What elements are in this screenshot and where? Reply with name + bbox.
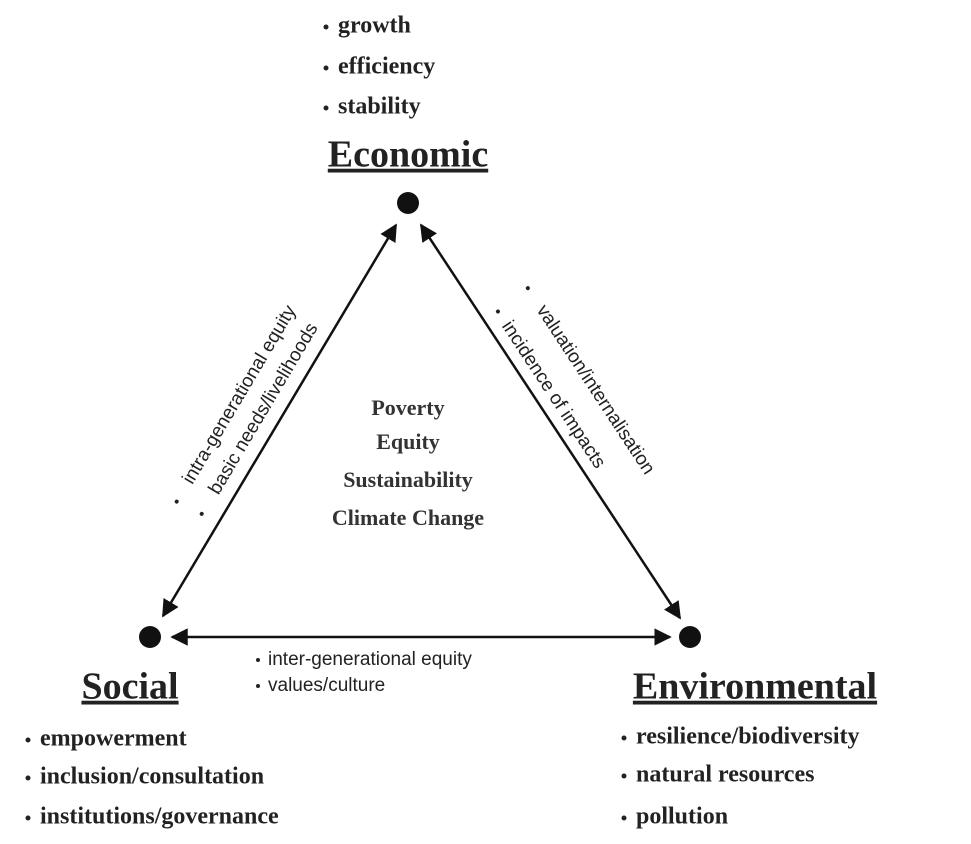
bullet [621, 773, 627, 779]
node-label: Environmental [633, 666, 877, 708]
node-item: stability [338, 94, 421, 120]
bullet [25, 737, 31, 743]
bullet [525, 286, 530, 291]
node-item: efficiency [338, 54, 435, 80]
bullet [25, 775, 31, 781]
edge-label: inter-generational equity [268, 649, 472, 670]
bullet [25, 815, 31, 821]
node-item: pollution [636, 804, 728, 830]
node-dot [397, 192, 419, 214]
node-label: Social [81, 666, 178, 708]
bullet [621, 735, 627, 741]
node-item: resilience/biodiversity [636, 724, 860, 750]
edge-arrow [419, 223, 682, 620]
node-item: empowerment [40, 726, 187, 752]
bullet [174, 499, 179, 504]
node-dot [139, 626, 161, 648]
node-label: Economic [328, 134, 488, 176]
center-text: Equity [376, 429, 440, 454]
edge-arrow [161, 223, 398, 618]
bullet [495, 309, 500, 314]
bullet [621, 815, 627, 821]
bullet [323, 65, 329, 71]
node-dot [679, 626, 701, 648]
node-item: natural resources [636, 762, 814, 788]
node-item: growth [338, 13, 411, 39]
node-item: institutions/governance [40, 804, 279, 830]
center-text: Poverty [371, 395, 444, 420]
bullet [323, 105, 329, 111]
bullet [256, 684, 260, 688]
edge-label: values/culture [268, 675, 385, 696]
bullet [323, 24, 329, 30]
bullet [256, 658, 260, 662]
center-text: Climate Change [332, 505, 484, 530]
bullet [199, 511, 204, 516]
node-item: inclusion/consultation [40, 764, 264, 790]
center-text: Sustainability [343, 467, 473, 492]
